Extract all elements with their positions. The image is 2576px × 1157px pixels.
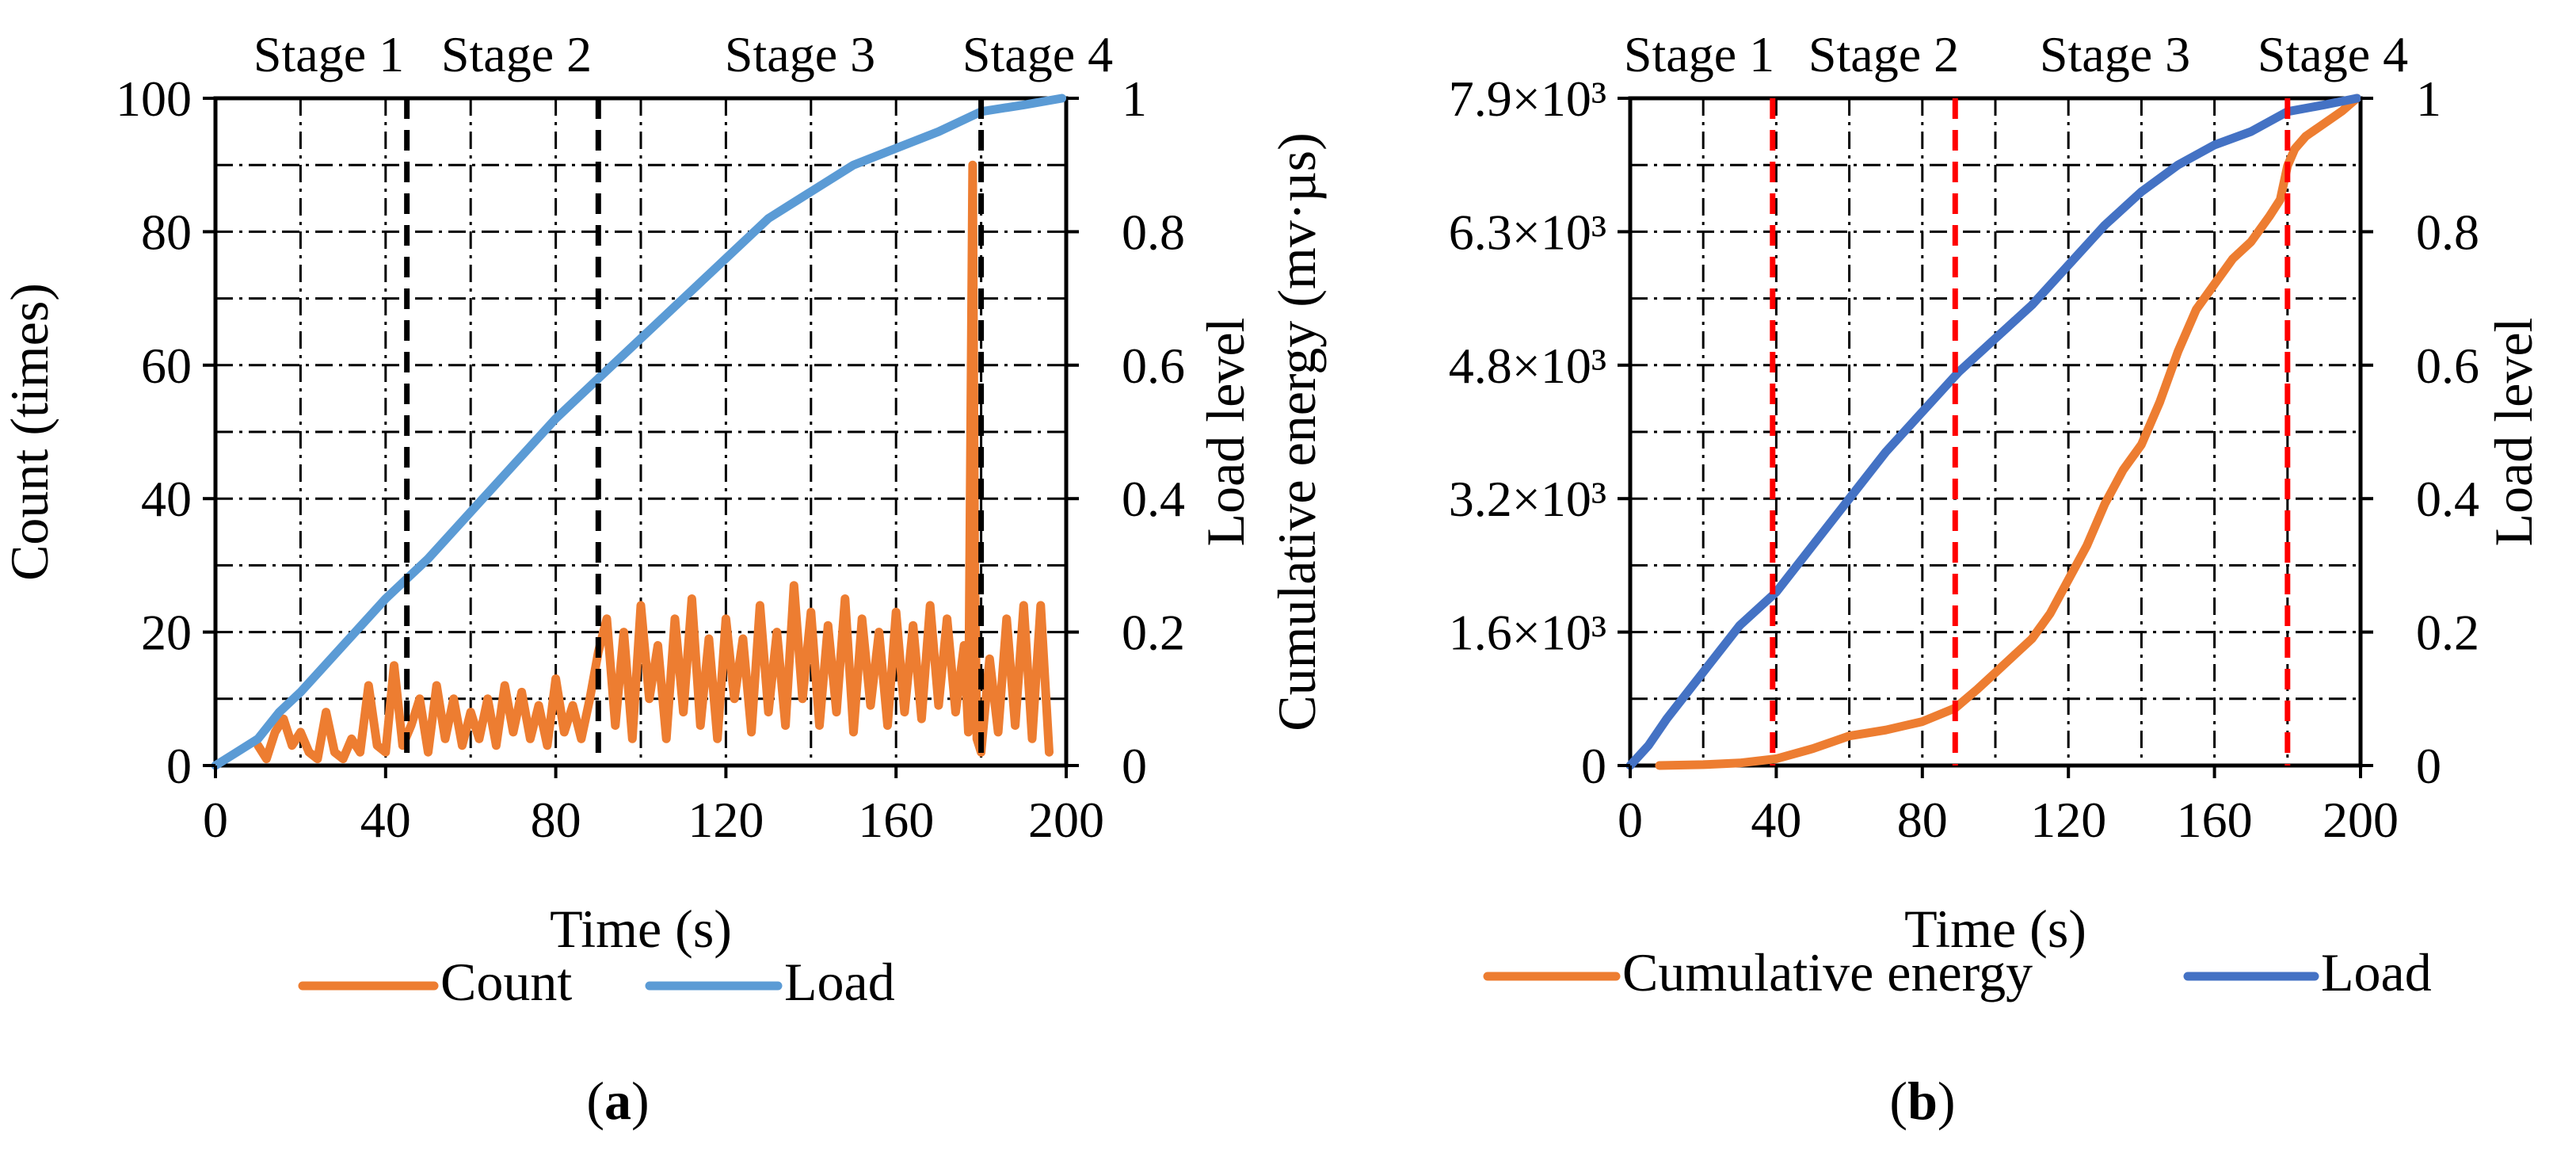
legend-label: Load [784, 952, 895, 1012]
panel-label-paren: ) [1938, 1071, 1956, 1131]
y-tick-label: 7.9×10³ [1449, 71, 1606, 127]
y2-tick-label: 0 [1122, 738, 1147, 794]
x-tick-label: 120 [688, 792, 764, 848]
x-tick-label: 200 [1028, 792, 1104, 848]
plot-frame [1628, 96, 2363, 768]
panel-label: (b) [1889, 1071, 1955, 1131]
x-tick-label: 80 [1897, 792, 1948, 848]
y-tick-label: 0 [1581, 738, 1606, 794]
series-line-load [211, 94, 1067, 770]
x-tick-label: 80 [531, 792, 581, 848]
y-axis-title: Count (times) [0, 283, 59, 581]
y-tick-label: 6.3×10³ [1449, 204, 1606, 260]
y2-tick-label: 0.6 [2416, 338, 2479, 394]
y2-tick-label: 0.8 [2416, 204, 2479, 260]
panel-label-paren: ) [631, 1071, 650, 1131]
y2-axis-title: Load level [2483, 318, 2544, 547]
y2-tick-label: 0.6 [1122, 338, 1185, 394]
y2-tick-label: 0 [2416, 738, 2441, 794]
x-tick-label: 160 [858, 792, 934, 848]
stage-label: Stage 3 [725, 26, 875, 82]
y2-tick-label: 0.4 [1122, 471, 1185, 527]
panel-b-chart: Stage 1 Stage 2 Stage 3 Stage 4 0 40 80 120 160 2… [1267, 26, 2544, 1131]
x-axis-title: Time (s) [1904, 899, 2086, 959]
panel-label-paren: ( [1889, 1071, 1907, 1131]
y-tick-label: 0 [166, 738, 192, 794]
stage-label: Stage 3 [2040, 26, 2190, 82]
panel-label-paren: ( [586, 1071, 604, 1131]
y-tick-label: 20 [141, 605, 192, 661]
x-tick-label: 200 [2323, 792, 2399, 848]
x-tick-label: 40 [1751, 792, 1801, 848]
stage-label: Stage 2 [441, 26, 592, 82]
x-tick-label: 120 [2030, 792, 2106, 848]
series-line-load [1625, 94, 2361, 770]
panel-label: (a) [586, 1071, 649, 1131]
x-tick-label: 40 [360, 792, 411, 848]
panel-a-chart: Stage 1 Stage 2 Stage 3 Stage 40 40 80 120 160 2… [0, 26, 1256, 1131]
panel-label-letter: b [1907, 1071, 1938, 1131]
legend-label: Count [440, 952, 572, 1012]
stage-label: Stage 4 [2258, 26, 2408, 82]
y2-tick-label: 1 [2416, 71, 2441, 127]
x-tick-label: 0 [203, 792, 228, 848]
stage-label: Stage 2 [1808, 26, 1959, 82]
y2-tick-label: 1 [1122, 71, 1147, 127]
y-tick-label: 1.6×10³ [1449, 605, 1606, 661]
y-tick-label: 80 [141, 204, 192, 260]
y-tick-label: 40 [141, 471, 192, 527]
y2-tick-label: 0.4 [2416, 471, 2479, 527]
y-tick-label: 100 [116, 71, 192, 127]
series-line-count [253, 160, 1054, 764]
stage-label: Stage 1 [253, 26, 404, 82]
y2-tick-label: 0.8 [1122, 204, 1185, 260]
y-tick-label: 4.8×10³ [1449, 338, 1606, 394]
y-tick-label: 60 [141, 338, 192, 394]
stage-label: Stage 1 [1624, 26, 1774, 82]
y2-tick-label: 0.2 [2416, 605, 2479, 661]
x-tick-label: 160 [2177, 792, 2253, 848]
y-axis-title: Cumulative energy (mv·µs) [1267, 132, 1327, 731]
legend-label: Cumulative energy [1622, 942, 2033, 1002]
panel-label-letter: a [604, 1071, 631, 1131]
x-axis-title: Time (s) [550, 899, 732, 959]
y2-axis-title: Load level [1195, 318, 1256, 547]
x-tick-label: 0 [1618, 792, 1643, 848]
y2-tick-label: 0.2 [1122, 605, 1185, 661]
stage-label: Stage 4 [962, 26, 1113, 82]
legend-label: Load [2321, 942, 2432, 1002]
y-tick-label: 3.2×10³ [1449, 471, 1606, 527]
plot-frame [213, 96, 1069, 768]
